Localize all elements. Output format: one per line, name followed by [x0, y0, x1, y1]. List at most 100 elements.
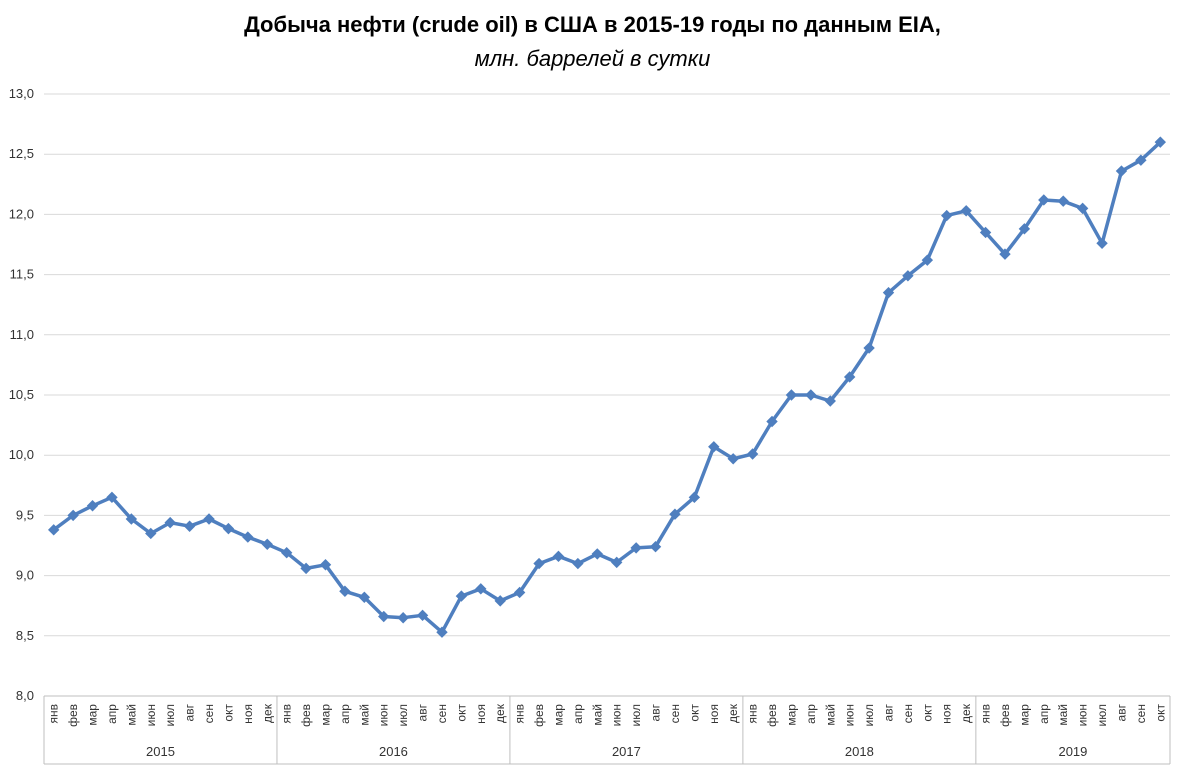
x-tick-label: июн [377, 704, 391, 726]
x-tick-label: окт [920, 704, 934, 722]
x-axis-labels: янв фев мар апр май июн июл авг сен окт ноя дек2015… [47, 703, 1168, 759]
series [47, 136, 1167, 638]
x-tick-label: фев [998, 704, 1012, 727]
x-tick-label: янв [47, 704, 61, 724]
x-tick-label: янв [280, 704, 294, 724]
data-point [824, 395, 836, 407]
x-tick-label: окт [221, 704, 235, 722]
x-tick-label: дек [260, 703, 274, 723]
data-point [455, 590, 468, 602]
data-point [921, 254, 934, 266]
data-point [591, 548, 604, 560]
data-point [610, 556, 623, 569]
y-tick-label: 9,5 [16, 507, 34, 522]
year-label: 2017 [612, 744, 641, 759]
x-tick-label: дек [726, 703, 740, 723]
x-tick-label: окт [1153, 704, 1167, 722]
data-point [552, 550, 565, 563]
data-point [261, 538, 273, 551]
x-tick-label: сен [668, 704, 682, 723]
data-point [222, 522, 235, 535]
x-tick-label: июн [843, 704, 857, 726]
x-tick-label: июл [1095, 704, 1109, 726]
x-tick-label: дек [493, 703, 507, 723]
x-tick-label: июн [1076, 704, 1090, 726]
x-tick-label: сен [901, 704, 915, 723]
data-point [727, 453, 739, 465]
data-point [533, 557, 545, 570]
x-tick-label: фев [66, 704, 80, 727]
x-axis [43, 695, 1171, 765]
x-tick-label: май [823, 704, 837, 726]
y-tick-label: 9,0 [16, 568, 34, 583]
data-point [649, 540, 662, 553]
data-point [999, 248, 1011, 260]
data-point [242, 531, 254, 543]
y-tick-label: 12,0 [9, 206, 34, 221]
data-point [86, 500, 99, 512]
x-tick-label: мар [551, 704, 565, 726]
data-point [397, 612, 409, 624]
data-point [1057, 195, 1069, 207]
data-point [106, 491, 118, 504]
data-point [513, 586, 526, 599]
x-tick-label: апр [1037, 704, 1051, 724]
data-point [1018, 223, 1031, 235]
data-point [863, 342, 875, 354]
data-point [1076, 202, 1089, 215]
x-tick-label: апр [571, 704, 585, 724]
series-line [52, 140, 1162, 634]
x-tick-label: май [1056, 704, 1070, 726]
data-point [436, 626, 448, 638]
chart-title: Добыча нефти (crude oil) в США в 2015-19… [244, 12, 941, 37]
x-tick-label: ноя [474, 704, 488, 724]
x-tick-label: июл [163, 704, 177, 726]
chart-subtitle: млн. баррелей в сутки [474, 46, 711, 71]
data-point [125, 513, 138, 525]
y-tick-label: 10,0 [9, 447, 34, 462]
data-point [319, 559, 332, 571]
year-label: 2015 [146, 744, 175, 759]
x-tick-label: июл [629, 704, 643, 726]
data-point [47, 524, 60, 536]
x-tick-label: май [124, 704, 138, 726]
x-tick-label: сен [1134, 704, 1148, 723]
x-tick-label: апр [804, 704, 818, 724]
data-point [785, 389, 798, 401]
x-tick-label: фев [532, 704, 546, 727]
data-point [1096, 237, 1108, 250]
x-tick-label: янв [513, 704, 527, 724]
data-point [572, 557, 584, 570]
x-tick-label: май [590, 704, 604, 726]
x-tick-label: янв [746, 704, 760, 724]
data-point [494, 595, 506, 607]
y-tick-label: 8,5 [16, 628, 34, 643]
data-point [688, 491, 701, 504]
x-tick-label: мар [1017, 704, 1031, 726]
x-tick-label: июл [862, 704, 876, 726]
y-axis: 8,0 8,5 9,0 9,5 10,0 10,5 11,0 11,5 12,0 12,5 13,0 [9, 86, 34, 703]
x-tick-label: сен [435, 704, 449, 723]
data-point [960, 205, 972, 217]
data-point [339, 585, 351, 597]
y-tick-label: 11,0 [10, 327, 34, 342]
x-tick-label: авг [183, 703, 197, 721]
x-tick-label: апр [338, 704, 352, 724]
data-point [941, 209, 953, 222]
x-tick-label: мар [784, 704, 798, 726]
x-tick-label: авг [882, 703, 896, 721]
data-point [1038, 194, 1050, 206]
x-tick-label: авг [1114, 703, 1128, 721]
x-tick-label: сен [202, 704, 216, 723]
data-point [203, 513, 215, 525]
x-tick-label: окт [454, 704, 468, 722]
data-point [902, 270, 914, 282]
y-tick-label: 8,0 [16, 688, 34, 703]
x-tick-label: авг [416, 703, 430, 721]
data-point [746, 448, 759, 460]
data-point [280, 547, 293, 559]
x-tick-label: авг [649, 703, 663, 721]
data-point [164, 516, 176, 529]
data-point [1154, 136, 1167, 148]
